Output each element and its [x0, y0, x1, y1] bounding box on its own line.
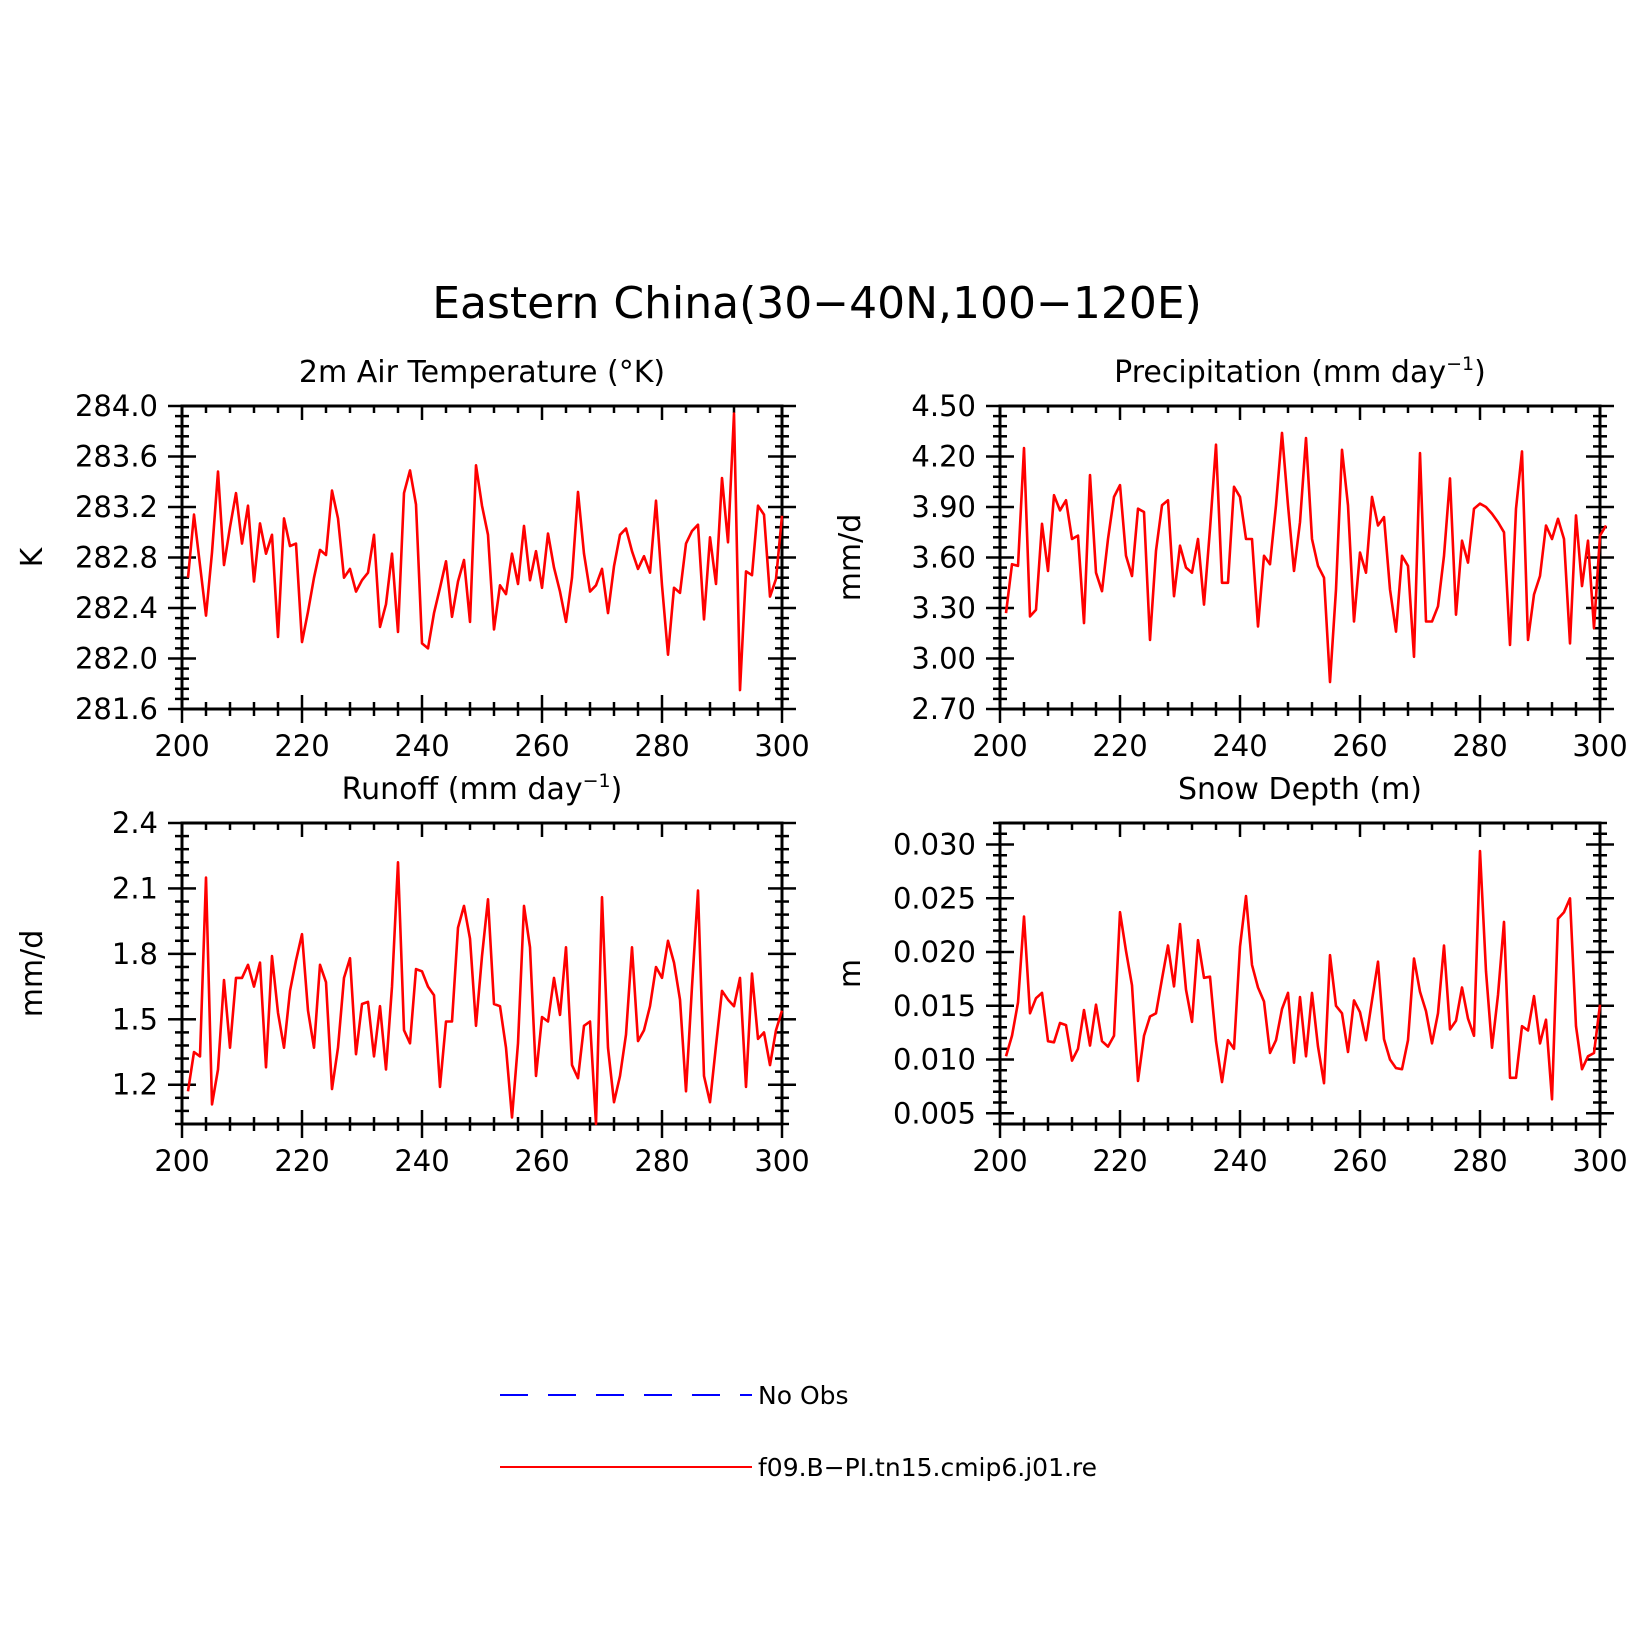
x-tick-label: 220	[274, 1144, 329, 1178]
legend-label: No Obs	[758, 1381, 849, 1410]
x-tick-label: 260	[514, 1144, 569, 1178]
y-tick-label: 3.90	[911, 490, 976, 524]
x-tick-label: 300	[754, 1144, 809, 1178]
panel-title: Precipitation (mm day−1)	[1114, 353, 1486, 390]
plot-frame	[180, 821, 784, 1126]
y-tick-label: 4.20	[911, 440, 976, 474]
x-tick-label: 240	[1212, 729, 1267, 763]
y-tick-label: 281.6	[75, 692, 158, 726]
panel-title: Runoff (mm day−1)	[342, 770, 623, 807]
y-tick-label: 0.025	[893, 881, 976, 915]
y-tick-label: 284.0	[75, 389, 158, 423]
y-tick-label: 0.030	[893, 828, 976, 862]
y-tick-label: 0.020	[893, 935, 976, 969]
x-tick-label: 300	[1572, 729, 1627, 763]
panel-temperature: 2m Air Temperature (°K) 200 220 240 260 280 30…	[15, 355, 810, 763]
x-tick-label: 200	[154, 1144, 209, 1178]
y-tick-label: 1.2	[112, 1068, 158, 1102]
plot-frame	[180, 404, 784, 711]
panel-precipitation: Precipitation (mm day−1) 200 220 240 260 280 3…	[833, 353, 1628, 763]
x-tick-label: 300	[1572, 1144, 1627, 1178]
series-line	[186, 412, 784, 692]
plot-frame	[998, 404, 1602, 711]
y-axis-label: K	[15, 546, 50, 567]
y-tick-label: 0.015	[893, 989, 976, 1023]
y-tick-label: 2.1	[112, 871, 158, 905]
x-tick-label: 240	[394, 729, 449, 763]
x-tick-label: 220	[1092, 1144, 1147, 1178]
x-tick-label: 280	[1452, 729, 1507, 763]
panel-runoff: Runoff (mm day−1) 200 220 240 260 280 300 1.2 1.…	[15, 770, 810, 1178]
series-line	[1004, 849, 1602, 1101]
y-tick-label: 282.0	[75, 642, 158, 676]
series-line	[1004, 431, 1608, 684]
x-tick-label: 280	[634, 729, 689, 763]
series-line	[186, 860, 784, 1126]
x-tick-label: 200	[154, 729, 209, 763]
y-tick-label: 283.6	[75, 440, 158, 474]
y-tick-label: 2.70	[911, 692, 976, 726]
y-axis-label: mm/d	[833, 514, 868, 602]
panel-title: 2m Air Temperature (°K)	[299, 355, 665, 390]
panel-title: Snow Depth (m)	[1178, 772, 1422, 807]
y-tick-label: 1.8	[112, 937, 158, 971]
y-tick-label: 0.010	[893, 1043, 976, 1077]
x-tick-label: 200	[972, 1144, 1027, 1178]
x-tick-label: 280	[634, 1144, 689, 1178]
y-tick-label: 0.005	[893, 1096, 976, 1130]
x-tick-label: 280	[1452, 1144, 1507, 1178]
legend-label: f09.B−PI.tn15.cmip6.j01.re	[758, 1453, 1097, 1482]
y-tick-label: 283.2	[75, 490, 158, 524]
y-tick-label: 2.4	[112, 806, 158, 840]
y-tick-label: 282.4	[75, 591, 158, 625]
y-tick-label: 3.30	[911, 591, 976, 625]
x-tick-label: 260	[1332, 1144, 1387, 1178]
x-tick-label: 220	[274, 729, 329, 763]
y-tick-label: 3.00	[911, 642, 976, 676]
x-tick-label: 240	[1212, 1144, 1267, 1178]
y-tick-label: 282.8	[75, 541, 158, 575]
panel-snow-depth: Snow Depth (m) 200 220 240 260 280 300 0.005 0.0…	[833, 772, 1628, 1178]
x-tick-label: 240	[394, 1144, 449, 1178]
y-axis-label: mm/d	[15, 930, 50, 1018]
legend: No Obs f09.B−PI.tn15.cmip6.j01.re	[500, 1381, 1097, 1482]
main-title: Eastern China(30−40N,100−120E)	[432, 278, 1202, 329]
x-tick-label: 200	[972, 729, 1027, 763]
x-tick-label: 300	[754, 729, 809, 763]
y-tick-label: 3.60	[911, 541, 976, 575]
x-tick-label: 220	[1092, 729, 1147, 763]
y-tick-label: 4.50	[911, 389, 976, 423]
x-tick-label: 260	[1332, 729, 1387, 763]
y-tick-label: 1.5	[112, 1002, 158, 1036]
x-tick-label: 260	[514, 729, 569, 763]
y-axis-label: m	[833, 959, 868, 988]
